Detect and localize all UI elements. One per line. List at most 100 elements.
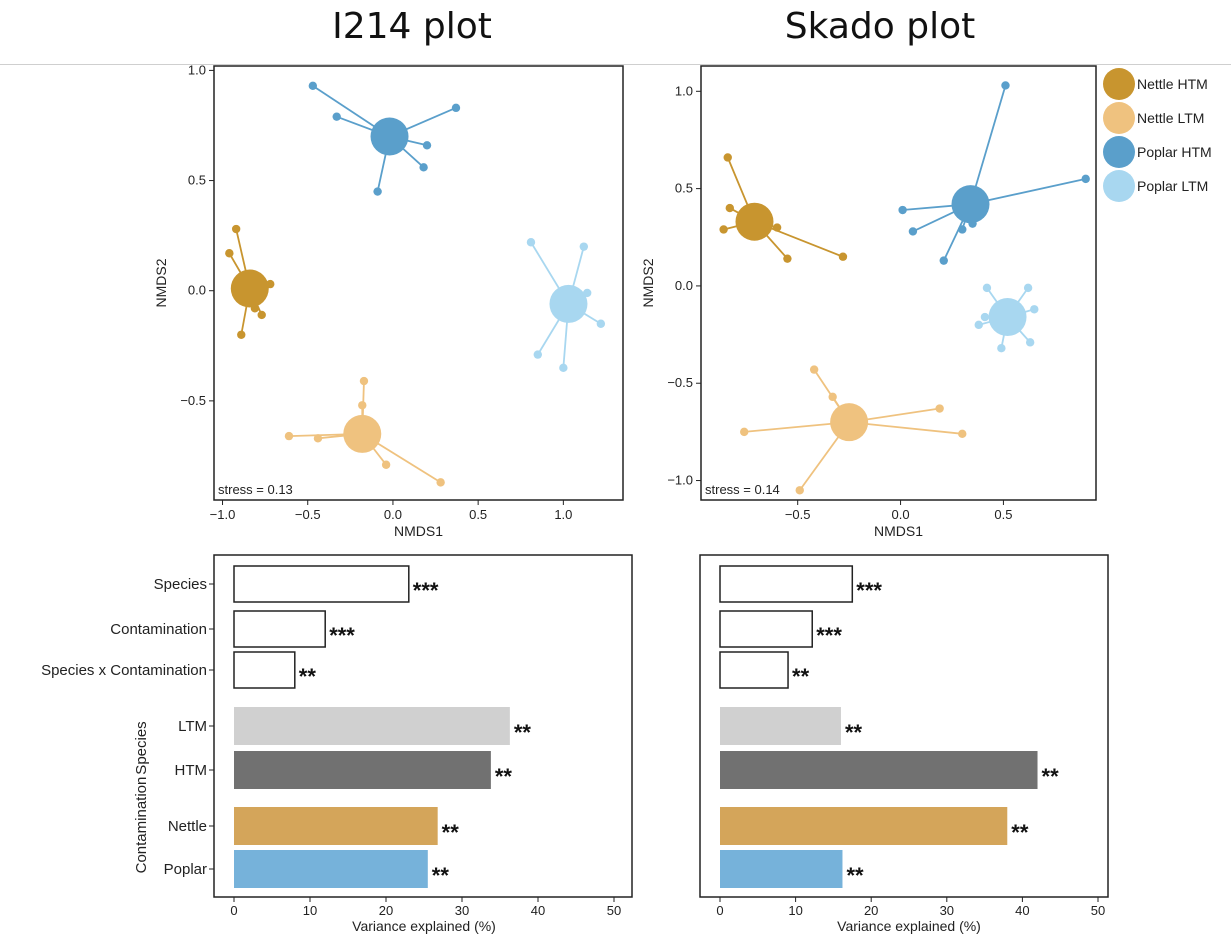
significance-label: ** [442, 820, 460, 845]
bar [233, 565, 410, 603]
y-tick-label: 1.0 [675, 83, 693, 98]
bar-plot-frame [699, 554, 1109, 898]
group-label-species: Species [133, 721, 150, 774]
bar [234, 707, 510, 745]
sample-point [526, 238, 536, 247]
y-tick-label: −0.5 [667, 375, 693, 390]
right-panel-title: Skado plot [784, 6, 976, 47]
group-centroid [343, 414, 382, 453]
x-tick-label: 0.5 [469, 507, 487, 522]
y-axis-label: NMDS2 [153, 258, 169, 307]
bar [720, 807, 1008, 845]
y-tick-label: 1.0 [188, 62, 206, 77]
legend-swatch [1103, 136, 1135, 168]
sample-point [231, 224, 241, 234]
bar [719, 610, 813, 648]
group-centroid [549, 284, 588, 323]
sample-point [958, 225, 967, 234]
significance-label: *** [413, 578, 439, 603]
sample-point [723, 153, 732, 162]
x-tick-label: 10 [788, 903, 802, 918]
sample-point [284, 431, 294, 441]
x-axis-label: Variance explained (%) [837, 918, 981, 934]
significance-label: *** [329, 623, 355, 648]
group-label-contamination: Contamination [133, 777, 150, 874]
bar [234, 850, 428, 888]
divider-line [0, 64, 1231, 65]
sample-point [596, 319, 606, 328]
x-tick-label: 50 [1091, 903, 1105, 918]
sample-point [980, 312, 990, 322]
bar [720, 707, 841, 745]
bar [234, 807, 438, 845]
legend-swatch [1103, 68, 1135, 100]
sample-point [898, 205, 907, 215]
sample-point [313, 434, 323, 443]
sample-point [237, 330, 246, 339]
significance-label: *** [856, 578, 882, 603]
sample-point [1081, 174, 1090, 184]
sample-point [1025, 338, 1035, 347]
group-centroid [951, 185, 990, 224]
sample-point [982, 283, 992, 293]
x-tick-label: 10 [303, 903, 317, 918]
y-tick-label: −0.5 [180, 393, 206, 408]
bar [720, 850, 843, 888]
sample-point [358, 401, 367, 410]
group-centroid [370, 117, 409, 156]
significance-label: ** [792, 664, 810, 689]
significance-label: ** [514, 720, 532, 745]
sample-point [974, 320, 983, 330]
group-centroid [735, 202, 774, 241]
significance-label: ** [846, 863, 864, 888]
sample-point [935, 404, 944, 413]
sample-point [422, 141, 432, 150]
significance-label: ** [299, 664, 317, 689]
plot-frame [213, 65, 624, 501]
y-tick-label: 0.5 [675, 181, 693, 196]
group-centroid [988, 298, 1027, 337]
significance-label: ** [495, 764, 513, 789]
sample-point [1001, 81, 1010, 90]
x-tick-label: 0.5 [994, 507, 1012, 522]
sample-point [997, 343, 1006, 353]
legend-swatch [1103, 102, 1135, 134]
sample-point [795, 486, 804, 495]
sample-point [838, 252, 848, 261]
bar [233, 651, 296, 689]
sample-point [419, 163, 428, 172]
spider-line [970, 177, 1086, 206]
x-tick-label: 0 [230, 903, 237, 918]
x-axis-label: NMDS1 [394, 523, 443, 539]
x-tick-label: 50 [607, 903, 621, 918]
sample-point [373, 187, 382, 196]
y-tick-label: 0.0 [675, 278, 693, 293]
bar [719, 565, 854, 603]
category-label: Contamination [110, 621, 207, 638]
sample-point [225, 249, 234, 258]
left-panel-title: I214 plot [332, 6, 492, 47]
sample-point [719, 225, 728, 234]
stress-annotation: stress = 0.14 [705, 482, 780, 497]
legend-label: Poplar HTM [1137, 144, 1212, 160]
sample-point [1023, 283, 1033, 293]
sample-point [958, 429, 967, 439]
legend: Nettle HTM Nettle LTM Poplar HTM Poplar LTM [1103, 68, 1212, 202]
sample-point [772, 223, 782, 232]
sample-point [332, 112, 341, 121]
x-tick-label: 20 [864, 903, 878, 918]
x-tick-label: 40 [1015, 903, 1029, 918]
sample-point [939, 256, 948, 265]
plot-frame [700, 65, 1097, 501]
legend-swatch [1103, 170, 1135, 202]
x-tick-label: −0.5 [295, 507, 321, 522]
bar [233, 610, 326, 648]
bar [719, 651, 789, 689]
sample-point [533, 350, 542, 359]
legend-label: Nettle HTM [1137, 76, 1208, 92]
sample-point [809, 365, 819, 374]
x-tick-label: −0.5 [785, 507, 811, 522]
significance-label: ** [845, 720, 863, 745]
